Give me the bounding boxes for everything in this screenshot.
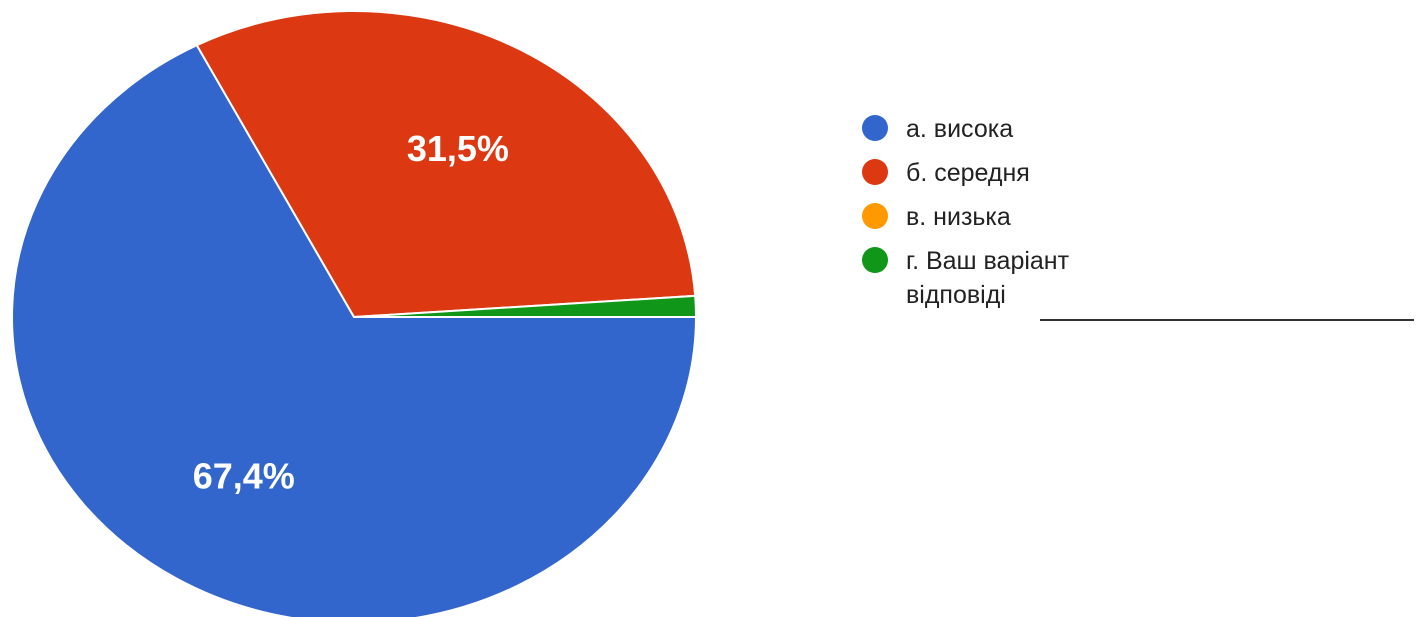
chart-legend: а. висока б. середня в. низька г. Ваш ва… xyxy=(862,112,1416,309)
legend-item-vash-variant[interactable]: г. Ваш варіант відповіді xyxy=(862,244,1416,309)
answer-blank-line xyxy=(1040,319,1414,321)
pie-chart: 67,4% 31,5% xyxy=(11,10,698,617)
legend-label-nyzka: в. низька xyxy=(906,203,1011,231)
legend-swatch-nyzka-icon xyxy=(862,203,888,229)
pie-slice-serednia[interactable] xyxy=(195,10,697,319)
legend-label-serednia: б. середня xyxy=(906,159,1030,187)
legend-swatch-serednia-icon xyxy=(862,159,888,185)
legend-item-serednia[interactable]: б. середня xyxy=(862,156,1416,200)
slice-label-serednia: 31,5% xyxy=(407,128,509,169)
legend-swatch-vysoka-icon xyxy=(862,115,888,141)
legend-swatch-vash-variant-icon xyxy=(862,247,888,273)
pie-slice-vysoka[interactable] xyxy=(11,43,698,617)
legend-label-vash-variant: г. Ваш варіант відповіді xyxy=(906,247,1070,309)
legend-item-nyzka[interactable]: в. низька xyxy=(862,200,1416,244)
slice-label-vysoka: 67,4% xyxy=(193,456,295,497)
pie-slice-vash-variant[interactable] xyxy=(353,294,698,318)
legend-label-vysoka: а. висока xyxy=(906,115,1014,143)
legend-item-vysoka[interactable]: а. висока xyxy=(862,112,1416,156)
